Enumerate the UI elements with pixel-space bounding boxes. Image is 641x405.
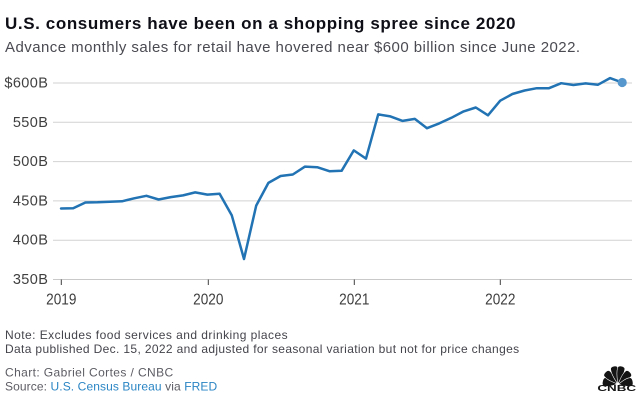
svg-text:CNBC: CNBC xyxy=(597,384,636,393)
svg-text:2022: 2022 xyxy=(485,292,515,309)
svg-text:Chart: Gabriel Cortes / CNBC: Chart: Gabriel Cortes / CNBC xyxy=(5,365,174,379)
svg-text:2020: 2020 xyxy=(193,292,223,309)
svg-text:2019: 2019 xyxy=(46,292,76,309)
svg-text:350B: 350B xyxy=(13,272,48,288)
svg-text:400B: 400B xyxy=(13,233,48,249)
svg-text:$600B: $600B xyxy=(4,76,48,92)
svg-text:2021: 2021 xyxy=(339,292,369,309)
svg-text:Source: U.S. Census Bureau via: Source: U.S. Census Bureau via FRED xyxy=(5,379,218,393)
svg-text:U.S. consumers have been on a: U.S. consumers have been on a shopping s… xyxy=(5,14,516,33)
svg-text:Data published Dec. 15, 2022 a: Data published Dec. 15, 2022 and adjuste… xyxy=(5,342,519,356)
svg-text:550B: 550B xyxy=(13,115,48,131)
svg-text:Advance monthly sales for reta: Advance monthly sales for retail have ho… xyxy=(5,39,581,56)
svg-text:500B: 500B xyxy=(13,154,48,170)
svg-text:450B: 450B xyxy=(13,193,48,209)
svg-text:Note: Excludes food services a: Note: Excludes food services and drinkin… xyxy=(5,328,288,342)
